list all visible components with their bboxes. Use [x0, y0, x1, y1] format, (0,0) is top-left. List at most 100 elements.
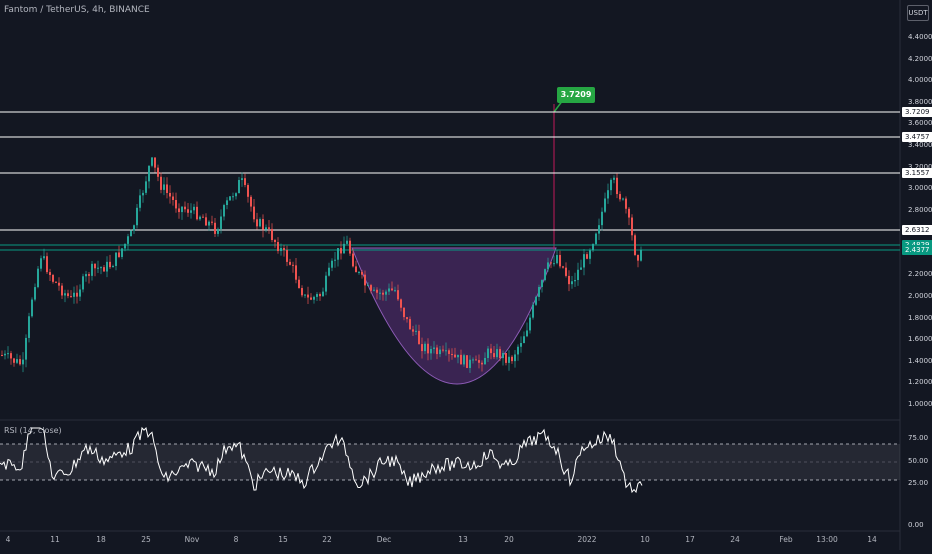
price-callout: 3.7209 [557, 87, 595, 103]
price-tick: 3.4000 [908, 140, 932, 149]
price-tick: 1.0000 [908, 400, 932, 408]
time-tick: 18 [96, 535, 106, 544]
candle-body [634, 235, 636, 255]
time-tick: Dec [376, 535, 392, 544]
candle-body [157, 167, 159, 177]
candle-body [583, 254, 585, 268]
candle-body [493, 353, 495, 358]
candle-body [19, 359, 21, 365]
candle-body [289, 261, 291, 265]
candle-body [103, 267, 105, 272]
candle-body [421, 344, 423, 352]
candle-body [16, 359, 18, 363]
price-tick: 1.8000 [908, 313, 932, 322]
candle-body [283, 248, 285, 250]
candle-body [337, 248, 339, 260]
candle-body [340, 248, 342, 254]
candle-body [580, 267, 582, 270]
candle-body [469, 359, 471, 368]
candle-body [481, 362, 483, 365]
candle-body [148, 165, 150, 182]
candle-body [175, 199, 177, 209]
time-tick: 17 [685, 535, 695, 544]
candle-body [400, 299, 402, 308]
candle-body [10, 353, 12, 359]
candle-body [616, 177, 618, 195]
candle-body [178, 208, 180, 213]
cup-pattern [351, 247, 557, 385]
candle-body [241, 178, 243, 181]
candle-body [520, 343, 522, 347]
time-tick: 25 [141, 535, 151, 544]
candle-body [439, 349, 441, 355]
candle-body [550, 262, 552, 264]
rsi-tick: 0.00 [908, 521, 924, 529]
candle-body [610, 179, 612, 191]
time-tick: 13 [458, 535, 468, 544]
candle-body [172, 196, 174, 200]
candle-body [349, 240, 351, 254]
candle-body [85, 274, 87, 277]
candle-body [223, 205, 225, 217]
candle-body [97, 267, 99, 269]
price-tick: 1.2000 [908, 378, 932, 387]
candle-body [112, 265, 114, 268]
candle-body [181, 206, 183, 213]
candle-body [34, 287, 36, 300]
candle-body [109, 261, 111, 268]
candle-body [379, 292, 381, 294]
candle-body [79, 289, 81, 297]
candle-body [511, 356, 513, 362]
candle-body [385, 291, 387, 295]
price-tick: 2.8000 [908, 205, 932, 214]
candle-body [277, 242, 279, 252]
level-tag: 2.6312 [902, 225, 932, 235]
level-tag: 3.7209 [902, 107, 932, 117]
currency-unit-button[interactable]: USDT [907, 5, 929, 21]
candle-body [121, 248, 123, 257]
candle-body [343, 243, 345, 254]
candle-body [559, 255, 561, 267]
time-tick: 13:00 [816, 535, 838, 544]
price-tick: 4.2000 [908, 54, 932, 63]
rsi-label: RSI (14, close) [4, 426, 62, 435]
candle-body [154, 157, 156, 168]
candle-body [190, 210, 192, 213]
time-tick: 22 [322, 535, 332, 544]
chart-title: Fantom / TetherUS, 4h, BINANCE [4, 5, 150, 15]
candle-body [625, 198, 627, 209]
candle-body [4, 353, 6, 356]
candle-body [250, 196, 252, 207]
candle-body [124, 243, 126, 249]
candle-body [202, 216, 204, 218]
candle-body [235, 193, 237, 197]
price-tick: 4.0000 [908, 76, 932, 85]
level-tag: 3.4757 [902, 132, 932, 142]
candle-body [355, 266, 357, 273]
candle-body [145, 181, 147, 193]
candle-body [127, 236, 129, 244]
candle-body [226, 200, 228, 206]
candle-body [556, 255, 558, 264]
candle-body [577, 269, 579, 281]
candle-body [199, 216, 201, 220]
candle-body [208, 221, 210, 226]
rsi-line [0, 426, 643, 494]
price-tick: 3.8000 [908, 97, 932, 106]
candle-body [70, 296, 72, 298]
candle-body [64, 293, 66, 296]
candle-body [565, 267, 567, 276]
candle-body [361, 271, 363, 275]
candle-body [460, 354, 462, 365]
candle-body [139, 195, 141, 208]
candle-body [631, 217, 633, 236]
candle-body [115, 252, 117, 266]
candle-body [193, 206, 195, 211]
candle-body [628, 208, 630, 218]
candle-body [319, 294, 321, 297]
candle-body [586, 254, 588, 259]
candle-body [1, 355, 3, 356]
candle-body [151, 157, 153, 166]
